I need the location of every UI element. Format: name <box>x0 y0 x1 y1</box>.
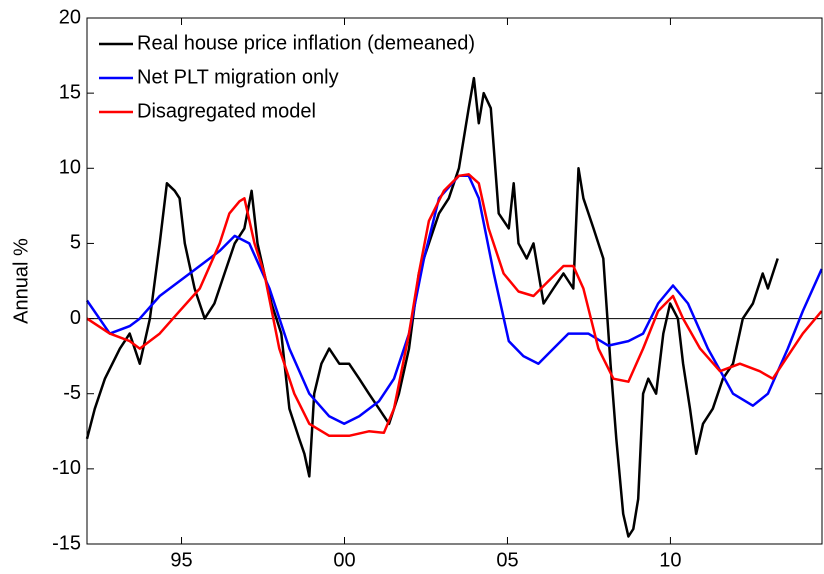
y-tick-label: -10 <box>52 457 81 479</box>
y-tick-label: 20 <box>59 6 81 28</box>
x-tick-label: 95 <box>170 549 192 571</box>
y-tick-label: 10 <box>59 157 81 179</box>
legend-label: Net PLT migration only <box>137 66 339 88</box>
y-tick-label: 5 <box>70 232 81 254</box>
x-tick-label: 00 <box>333 549 355 571</box>
series-line <box>85 76 779 538</box>
x-tick-label: 10 <box>659 549 681 571</box>
legend-label: Real house price inflation (demeaned) <box>137 32 475 54</box>
x-tick-label: 05 <box>496 549 518 571</box>
y-axis-label: Annual % <box>10 238 32 324</box>
legend-label: Disagregated model <box>137 100 316 122</box>
y-tick-label: 15 <box>59 81 81 103</box>
y-tick-label: -15 <box>52 532 81 554</box>
series-line <box>86 173 823 438</box>
y-tick-label: 0 <box>70 307 81 329</box>
y-tick-label: -5 <box>63 382 81 404</box>
plot-frame <box>86 17 823 545</box>
